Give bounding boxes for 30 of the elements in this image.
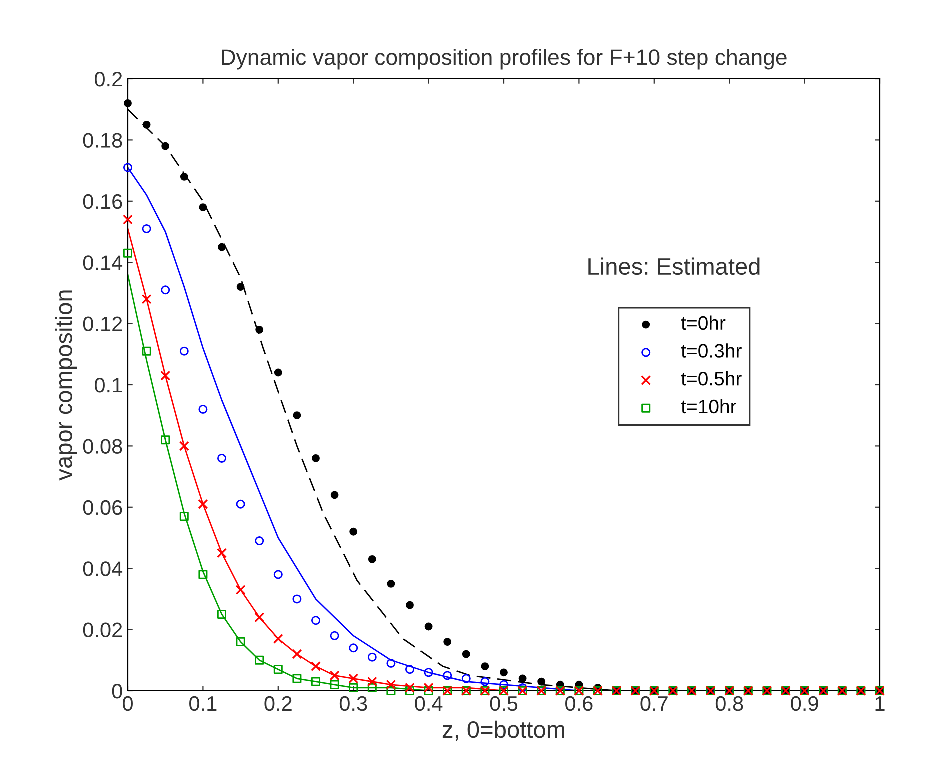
x-tick-label: 0.6 (566, 696, 593, 712)
y-tick-label: 0.12 (83, 316, 122, 332)
x-tick-label: 0 (123, 696, 133, 712)
y-tick-label: 0 (112, 684, 122, 699)
x-tick-label: 1 (876, 696, 885, 711)
x-axis-title: z, 0=bottom (442, 720, 564, 741)
y-tick-label: 0.02 (83, 622, 122, 638)
x-tick-label: 0.3 (340, 696, 368, 712)
legend-label: t=0.3hr (681, 344, 742, 358)
y-tick-label: 0.06 (83, 500, 122, 516)
annotation: Lines: Estimated (588, 258, 760, 276)
x-tick-label: 0.9 (791, 696, 818, 712)
x-tick-label: 0.8 (716, 696, 744, 712)
y-tick-label: 0.04 (83, 562, 123, 576)
y-tick-label: 0.08 (83, 439, 122, 454)
x-tick-label: 0.7 (640, 696, 668, 712)
legend-label: t=0hr (681, 316, 726, 330)
y-tick-label: 0.16 (83, 194, 122, 210)
y-tick-label: 0.18 (83, 133, 122, 148)
y-tick-label: 0.2 (94, 72, 122, 87)
legend-label: t=10hr (681, 399, 736, 414)
y-tick-label: 0.14 (83, 256, 123, 270)
y-tick-label: 0.1 (94, 378, 122, 393)
x-tick-label: 0.4 (415, 696, 443, 712)
legend-label: t=0.5hr (681, 372, 742, 386)
x-tick-label: 0.5 (490, 696, 518, 712)
y-axis-title: vapor composition (55, 290, 78, 481)
x-tick-label: 0.2 (264, 696, 292, 712)
chart-title: Dynamic vapor composition profiles for F+10 step change (222, 49, 787, 70)
x-tick-label: 0.1 (190, 696, 217, 712)
